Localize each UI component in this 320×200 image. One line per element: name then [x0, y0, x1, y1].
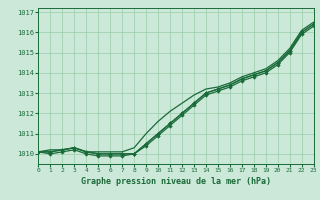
X-axis label: Graphe pression niveau de la mer (hPa): Graphe pression niveau de la mer (hPa) — [81, 177, 271, 186]
